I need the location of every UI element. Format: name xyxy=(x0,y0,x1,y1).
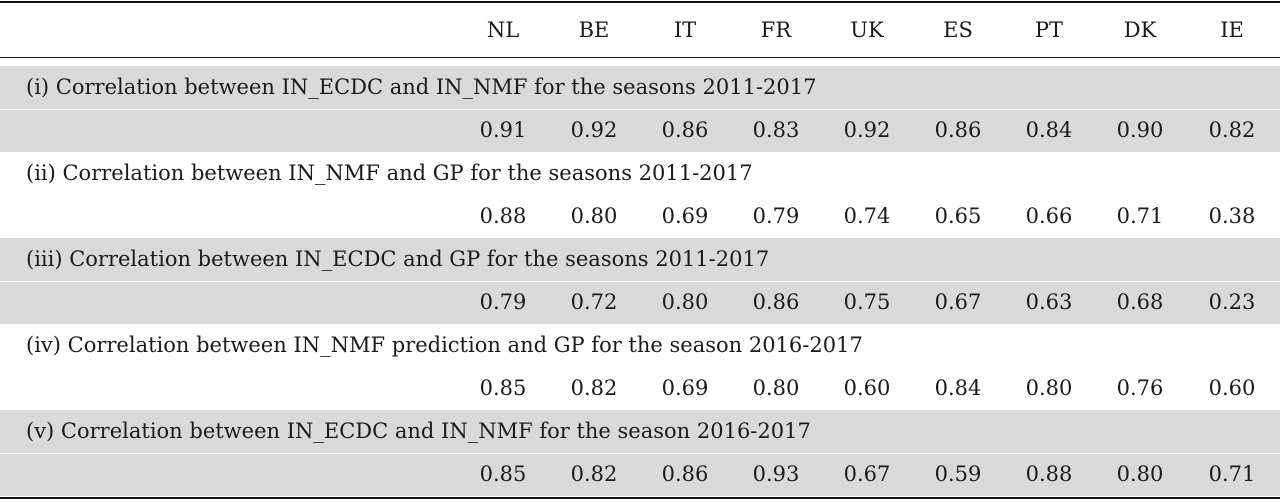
table-cell: 0.69 xyxy=(661,376,709,400)
column-header: BE xyxy=(578,18,610,42)
column-header: IE xyxy=(1220,18,1244,42)
table-cell: 0.92 xyxy=(843,118,891,142)
table-section: (i) Correlation between IN_ECDC and IN_N… xyxy=(0,66,1280,152)
table-cell: 0.86 xyxy=(934,118,982,142)
table-cell: 0.69 xyxy=(661,204,709,228)
table-cell: 0.67 xyxy=(934,290,982,314)
table-header-row: NL BE IT FR UK ES PT DK IE xyxy=(0,3,1280,57)
section-title: (iv) Correlation between IN_NMF predicti… xyxy=(26,333,863,357)
column-header: UK xyxy=(850,18,884,42)
table-cell: 0.71 xyxy=(1208,462,1256,486)
table-cell: 0.82 xyxy=(1208,118,1256,142)
table-section: (iii) Correlation between IN_ECDC and GP… xyxy=(0,238,1280,324)
table-cell: 0.83 xyxy=(752,118,800,142)
table-cell: 0.84 xyxy=(1025,118,1073,142)
table-row: 0.85 0.82 0.86 0.93 0.67 0.59 0.88 0.80 … xyxy=(0,453,1280,496)
table-cell: 0.84 xyxy=(934,376,982,400)
column-header: PT xyxy=(1034,18,1064,42)
table-cell: 0.80 xyxy=(661,290,709,314)
table-cell: 0.80 xyxy=(752,376,800,400)
table-cell: 0.38 xyxy=(1208,204,1256,228)
table-bottom-rule xyxy=(0,497,1280,499)
column-header: ES xyxy=(943,18,973,42)
table-cell: 0.63 xyxy=(1025,290,1073,314)
table-top-rule xyxy=(0,1,1280,3)
column-header: IT xyxy=(673,18,697,42)
table-cell: 0.85 xyxy=(479,376,527,400)
table-cell: 0.80 xyxy=(1116,462,1164,486)
table-cell: 0.86 xyxy=(661,462,709,486)
table-cell: 0.80 xyxy=(1025,376,1073,400)
table-cell: 0.71 xyxy=(1116,204,1164,228)
table-cell: 0.67 xyxy=(843,462,891,486)
section-title: (i) Correlation between IN_ECDC and IN_N… xyxy=(26,75,817,99)
row-separator xyxy=(0,109,1280,110)
section-title: (iii) Correlation between IN_ECDC and GP… xyxy=(26,247,770,271)
table-row: 0.88 0.80 0.69 0.79 0.74 0.65 0.66 0.71 … xyxy=(0,195,1280,238)
table-cell: 0.88 xyxy=(479,204,527,228)
column-header: NL xyxy=(486,18,520,42)
table-cell: 0.80 xyxy=(570,204,618,228)
row-separator xyxy=(0,453,1280,454)
column-header: DK xyxy=(1123,18,1157,42)
table-cell: 0.93 xyxy=(752,462,800,486)
section-title: (v) Correlation between IN_ECDC and IN_N… xyxy=(26,419,811,443)
table-cell: 0.59 xyxy=(934,462,982,486)
table-row: 0.79 0.72 0.80 0.86 0.75 0.67 0.63 0.68 … xyxy=(0,281,1280,324)
row-separator xyxy=(0,281,1280,282)
table-cell: 0.88 xyxy=(1025,462,1073,486)
table-cell: 0.85 xyxy=(479,462,527,486)
table-cell: 0.74 xyxy=(843,204,891,228)
table-cell: 0.91 xyxy=(479,118,527,142)
table-cell: 0.79 xyxy=(479,290,527,314)
table-row: 0.85 0.82 0.69 0.80 0.60 0.84 0.80 0.76 … xyxy=(0,367,1280,410)
table-cell: 0.86 xyxy=(661,118,709,142)
table-cell: 0.68 xyxy=(1116,290,1164,314)
table-cell: 0.76 xyxy=(1116,376,1164,400)
section-title: (ii) Correlation between IN_NMF and GP f… xyxy=(26,161,753,185)
table-cell: 0.90 xyxy=(1116,118,1164,142)
table-row: 0.91 0.92 0.86 0.83 0.92 0.86 0.84 0.90 … xyxy=(0,109,1280,152)
table-cell: 0.82 xyxy=(570,462,618,486)
table-cell: 0.60 xyxy=(843,376,891,400)
table-cell: 0.23 xyxy=(1208,290,1256,314)
table-cell: 0.66 xyxy=(1025,204,1073,228)
column-header: FR xyxy=(760,18,792,42)
table-section: (iv) Correlation between IN_NMF predicti… xyxy=(0,324,1280,410)
table-cell: 0.65 xyxy=(934,204,982,228)
table-cell: 0.60 xyxy=(1208,376,1256,400)
table-cell: 0.75 xyxy=(843,290,891,314)
table-cell: 0.82 xyxy=(570,376,618,400)
table-cell: 0.72 xyxy=(570,290,618,314)
table-section: (ii) Correlation between IN_NMF and GP f… xyxy=(0,152,1280,238)
header-rule xyxy=(0,57,1280,58)
table-cell: 0.79 xyxy=(752,204,800,228)
table-section: (v) Correlation between IN_ECDC and IN_N… xyxy=(0,410,1280,496)
table-cell: 0.86 xyxy=(752,290,800,314)
table-cell: 0.92 xyxy=(570,118,618,142)
